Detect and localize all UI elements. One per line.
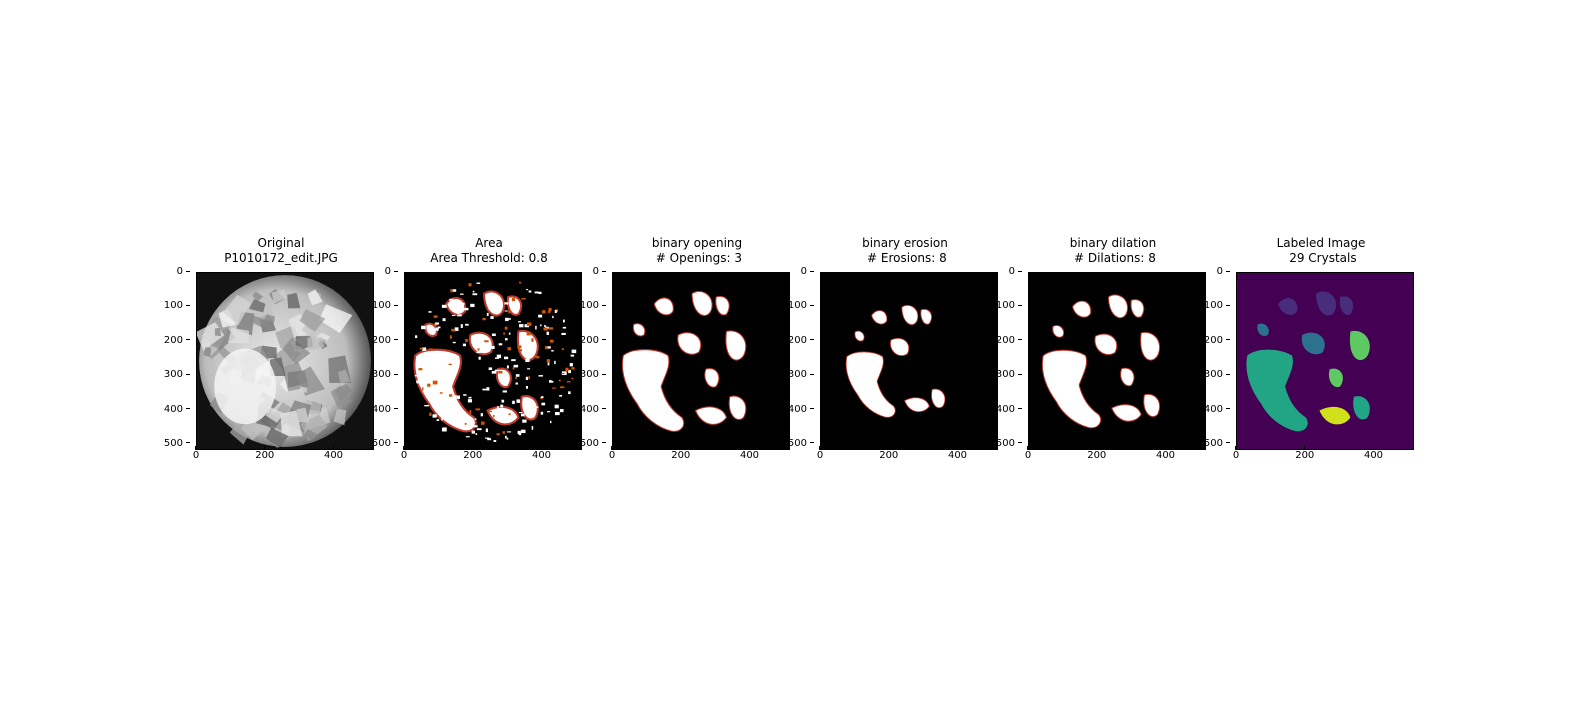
y-tick-label: 300 [996,370,1022,380]
x-tick-label: 0 [597,446,627,461]
y-tick-label: 100 [580,301,606,311]
subplot-2: Area Area Threshold: 0.8 0 100 200 300 400 500 0… [372,236,604,466]
x-tick-label: 0 [181,446,211,461]
y-tick-label: 100 [372,301,398,311]
x-tick-label: 200 [874,446,904,461]
y-tick-label: 300 [788,370,814,380]
subplot-title-line: 29 Crystals [1285,251,1357,265]
x-tick-label: 400 [319,446,349,461]
x-tick-label: 200 [1082,446,1112,461]
x-tick-label: 200 [458,446,488,461]
x-tick-label: 400 [1359,446,1389,461]
y-tick-label: 400 [164,404,190,415]
image-axes [1028,272,1206,450]
y-tick-label: 200 [788,335,814,346]
x-tick-label: 400 [943,446,973,461]
y-tick-label: 100 [996,301,1022,311]
x-tick-label: 400 [527,446,557,461]
y-tick-label: 100 [1204,301,1230,311]
x-tick-label: 0 [1221,446,1251,461]
subplot-title-line: binary dilation [1069,236,1157,250]
image-content [197,273,373,449]
subplot-title-line: # Erosions: 8 [863,251,947,265]
subplot-title: Original P1010172_edit.JPG [166,236,396,266]
y-tick-label: 100 [788,301,814,311]
image-axes [196,272,374,450]
subplot-title: Labeled Image 29 Crystals [1206,236,1436,266]
subplot-5: binary dilation # Dilations: 8 0 100 200 300… [996,236,1228,466]
image-axes [404,272,582,450]
y-tick-label: 300 [164,370,190,380]
subplot-title-line: P1010172_edit.JPG [224,251,338,265]
y-tick-label: 100 [164,301,190,311]
y-tick-label: 500 [164,438,190,449]
x-tick-label: 400 [1151,446,1181,461]
y-tick-label: 0 [177,267,190,277]
subplot-title-line: Area Threshold: 0.8 [430,251,548,265]
subplot-title-line: Labeled Image [1276,236,1366,250]
x-tick-label: 0 [1013,446,1043,461]
x-tick-label: 200 [250,446,280,461]
subplot-title: Area Area Threshold: 0.8 [374,236,604,266]
x-tick-label: 200 [666,446,696,461]
y-tick-label: 400 [996,404,1022,415]
y-tick-label: 400 [788,404,814,415]
y-tick-label: 0 [801,267,814,277]
y-tick-label: 400 [580,404,606,415]
image-content [821,273,997,449]
y-tick-label: 200 [164,335,190,346]
subplot-title: binary opening # Openings: 3 [582,236,812,266]
y-tick-label: 0 [1009,267,1022,277]
subplot-title-line: Area [475,236,503,250]
image-content [613,273,789,449]
image-content [1029,273,1205,449]
subplot-title: binary erosion # Erosions: 8 [790,236,1020,266]
y-tick-label: 300 [372,370,398,380]
y-tick-label: 0 [385,267,398,277]
subplot-3: binary opening # Openings: 3 0 100 200 300 40… [580,236,812,466]
y-tick-label: 200 [372,335,398,346]
subplot-4: binary erosion # Erosions: 8 0 100 200 300 40… [788,236,1020,466]
subplot-title-line: Original [257,236,305,250]
y-tick-label: 500 [372,438,398,449]
y-tick-label: 200 [1204,335,1230,346]
subplot-6: Labeled Image 29 Crystals 0 100 200 300 400 50… [1204,236,1436,466]
image-content [1237,273,1413,449]
y-tick-label: 200 [996,335,1022,346]
image-axes [612,272,790,450]
y-tick-label: 500 [996,438,1022,449]
y-tick-label: 500 [1204,438,1230,449]
y-tick-label: 500 [788,438,814,449]
y-tick-label: 0 [593,267,606,277]
x-tick-label: 200 [1290,446,1320,461]
y-tick-label: 0 [1217,267,1230,277]
subplot-title-line: # Dilations: 8 [1070,251,1156,265]
image-content [405,273,581,449]
subplot-title-line: binary erosion [862,236,948,250]
subplot-1: Original P1010172_edit.JPG 0 100 200 300 400 50… [164,236,396,466]
image-axes [1236,272,1414,450]
subplot-title-line: binary opening [651,236,743,250]
y-tick-label: 500 [580,438,606,449]
subplot-title: binary dilation # Dilations: 8 [998,236,1228,266]
x-tick-label: 400 [735,446,765,461]
y-tick-label: 200 [580,335,606,346]
x-tick-label: 0 [805,446,835,461]
y-tick-label: 300 [580,370,606,380]
y-tick-label: 300 [1204,370,1230,380]
x-tick-label: 0 [389,446,419,461]
y-tick-label: 400 [1204,404,1230,415]
y-tick-label: 400 [372,404,398,415]
image-axes [820,272,998,450]
subplot-title-line: # Openings: 3 [651,251,743,265]
